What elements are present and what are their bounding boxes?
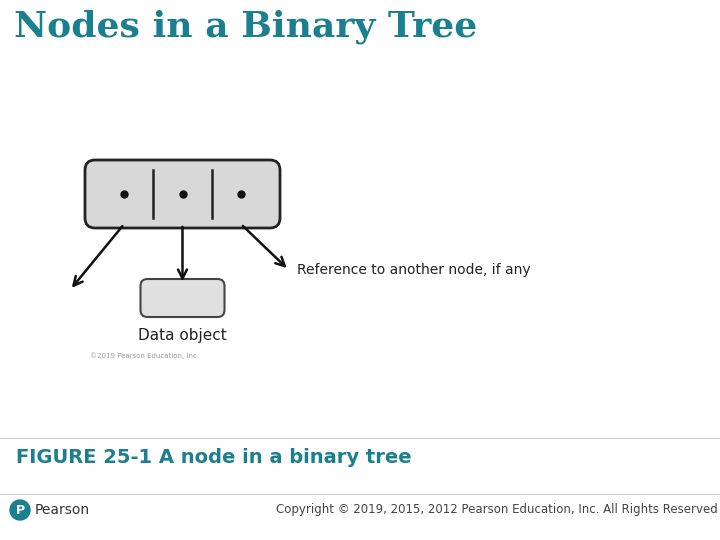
Text: Nodes in a Binary Tree: Nodes in a Binary Tree (14, 10, 477, 44)
Text: Copyright © 2019, 2015, 2012 Pearson Education, Inc. All Rights Reserved: Copyright © 2019, 2015, 2012 Pearson Edu… (276, 503, 718, 516)
FancyBboxPatch shape (85, 160, 280, 228)
Circle shape (10, 500, 30, 520)
Text: FIGURE 25-1 A node in a binary tree: FIGURE 25-1 A node in a binary tree (16, 448, 412, 467)
Text: ©2019 Pearson Education, Inc.: ©2019 Pearson Education, Inc. (90, 352, 199, 359)
FancyBboxPatch shape (140, 279, 225, 317)
Text: Data object: Data object (138, 328, 227, 343)
Text: P: P (15, 503, 24, 516)
Text: Reference to another node, if any: Reference to another node, if any (297, 263, 531, 277)
Text: Pearson: Pearson (35, 503, 90, 517)
